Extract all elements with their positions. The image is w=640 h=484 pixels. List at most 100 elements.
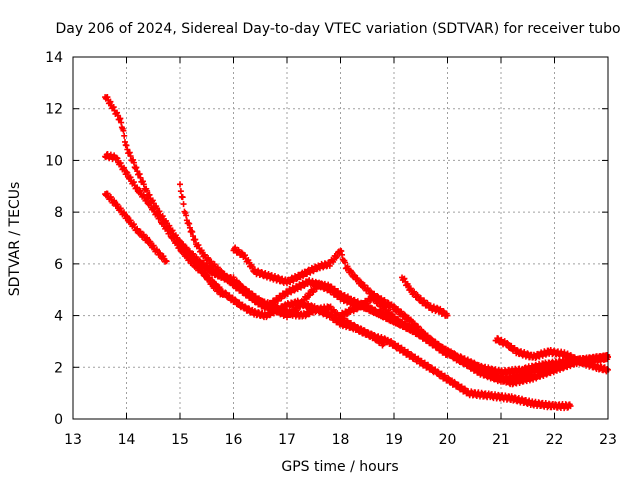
data-point	[107, 193, 114, 200]
data-point	[532, 354, 539, 361]
data-point	[137, 174, 144, 181]
data-point	[275, 274, 282, 281]
data-point	[213, 281, 220, 288]
data-point	[150, 205, 157, 212]
data-point	[134, 184, 141, 191]
data-point	[388, 311, 395, 318]
data-point	[542, 351, 549, 358]
data-point	[466, 360, 473, 367]
data-point	[455, 354, 462, 361]
data-point	[177, 188, 184, 195]
data-point	[401, 346, 408, 353]
data-point	[204, 263, 211, 270]
data-point	[157, 250, 164, 257]
data-point	[163, 258, 170, 265]
data-point	[140, 181, 147, 188]
data-point	[434, 342, 441, 349]
x-axis-label: GPS time / hours	[281, 459, 398, 475]
series-track-9	[399, 274, 451, 319]
data-point	[121, 164, 128, 171]
x-tick-label: 23	[599, 432, 617, 448]
data-point	[136, 171, 143, 178]
data-point	[504, 339, 511, 346]
data-point	[238, 249, 245, 256]
data-point	[146, 191, 153, 198]
data-point	[114, 155, 121, 162]
data-point	[121, 132, 128, 139]
plot-frame	[72, 56, 609, 420]
data-point	[177, 238, 183, 245]
data-point	[107, 98, 114, 105]
data-point	[130, 159, 137, 166]
data-point	[124, 146, 131, 153]
data-point	[124, 169, 131, 176]
data-point	[587, 360, 594, 367]
data-point	[216, 284, 223, 291]
data-point	[186, 248, 193, 255]
x-tick-label: 15	[171, 432, 189, 448]
data-point	[395, 306, 402, 313]
data-point	[291, 287, 298, 294]
data-point	[137, 228, 144, 235]
y-tick-label: 2	[54, 360, 63, 376]
data-point	[153, 246, 160, 253]
data-point	[242, 252, 249, 259]
y-tick-label: 8	[54, 205, 63, 221]
y-tick-label: 6	[54, 257, 63, 273]
data-point	[170, 234, 177, 241]
data-marks	[102, 94, 611, 412]
data-point	[104, 190, 111, 197]
data-point	[444, 312, 451, 319]
data-point	[281, 292, 288, 299]
data-point	[139, 178, 146, 185]
data-point	[153, 209, 160, 216]
x-tick-label: 18	[332, 432, 350, 448]
data-point	[147, 238, 154, 245]
data-point	[117, 205, 124, 212]
data-point	[438, 370, 445, 377]
data-point	[293, 307, 300, 314]
data-point	[445, 374, 452, 381]
data-point	[208, 258, 215, 265]
data-point	[300, 299, 307, 306]
x-tick-label: 14	[118, 432, 136, 448]
data-point	[327, 303, 334, 310]
data-point	[203, 271, 210, 278]
grid	[72, 56, 609, 420]
x-tick-label: 19	[385, 432, 403, 448]
data-point	[149, 197, 156, 204]
y-axis-label: SDTVAR / TECUs	[7, 182, 23, 297]
data-point	[412, 353, 419, 360]
data-point	[214, 269, 221, 276]
data-point	[297, 303, 304, 310]
data-point	[378, 301, 385, 308]
x-tick-label: 16	[225, 432, 243, 448]
data-point	[223, 272, 230, 279]
data-point	[117, 160, 124, 167]
data-point	[401, 275, 408, 282]
data-point	[357, 278, 364, 285]
data-point	[177, 181, 183, 188]
x-tick-label: 22	[546, 432, 564, 448]
data-point	[287, 312, 294, 319]
data-point	[326, 262, 333, 269]
data-point	[286, 303, 293, 310]
data-point	[147, 200, 154, 207]
series-track-10	[492, 335, 611, 375]
data-point	[167, 229, 174, 236]
data-point	[144, 195, 151, 202]
data-point	[150, 242, 157, 249]
data-point	[140, 231, 147, 238]
data-point	[604, 366, 611, 373]
data-point	[160, 253, 167, 260]
data-point	[117, 115, 124, 122]
y-tick-label: 10	[45, 153, 63, 169]
y-tick-label: 14	[45, 50, 63, 66]
data-point	[312, 309, 319, 316]
data-point	[144, 234, 151, 241]
x-tick-label: 17	[278, 432, 296, 448]
data-point	[114, 201, 121, 208]
data-point	[140, 191, 147, 198]
data-point	[190, 250, 197, 257]
